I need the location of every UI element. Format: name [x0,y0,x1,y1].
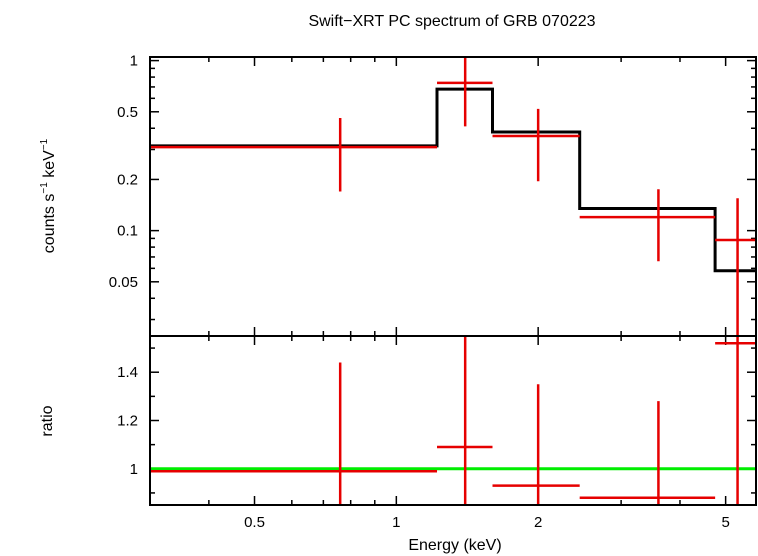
spectrum-data-point [150,117,438,192]
spectrum-y-axis-title: counts s−1 keV−1 [39,138,58,253]
spectrum-data-point [579,189,716,262]
ratio-panel-frame [149,335,757,506]
x-tick-label: 5 [721,514,729,531]
ratio-data-point [150,362,438,505]
x-tick-label: 0.5 [244,514,265,531]
chart-title: Swift−XRT PC spectrum of GRB 070223 [308,13,595,30]
spectrum-y-tick-label: 0.2 [117,171,138,188]
ratio-data-point [492,384,580,505]
x-tick-label: 1 [392,514,400,531]
ratio-y-tick-label: 1 [130,461,138,478]
spectrum-y-tick-label: 1 [130,53,138,70]
spectrum-data-point [437,57,493,127]
spectrum-panel-frame [149,56,757,337]
x-tick-label: 2 [534,514,542,531]
spectrum-y-tick-label: 0.1 [117,223,138,240]
model-step-line [150,87,756,273]
ratio-panel: 0.5 1 2 5 1.4 1.2 1 ratio Energy (keV) [39,335,757,554]
ratio-data-point [715,336,756,505]
ratio-y-tick-label: 1.2 [117,413,138,430]
spectrum-data-point [715,198,756,336]
ratio-y-axis-title: ratio [39,405,56,436]
ratio-data-point [437,336,493,505]
spectrum-panel: 1 0.5 0.2 0.1 0.05 counts s−1 keV−1 [39,53,757,337]
x-axis-title: Energy (keV) [408,537,501,554]
ratio-plot-area: 0.5 1 2 5 1.4 1.2 1 [117,336,756,531]
spectrum-y-tick-label: 0.5 [117,104,138,121]
ratio-data-point [579,401,716,505]
spectrum-data-point [492,108,580,182]
ratio-y-tick-label: 1.4 [117,364,138,381]
spectrum-y-tick-label: 0.05 [109,274,138,291]
spectrum-plot-area: 1 0.5 0.2 0.1 0.05 [109,53,756,336]
